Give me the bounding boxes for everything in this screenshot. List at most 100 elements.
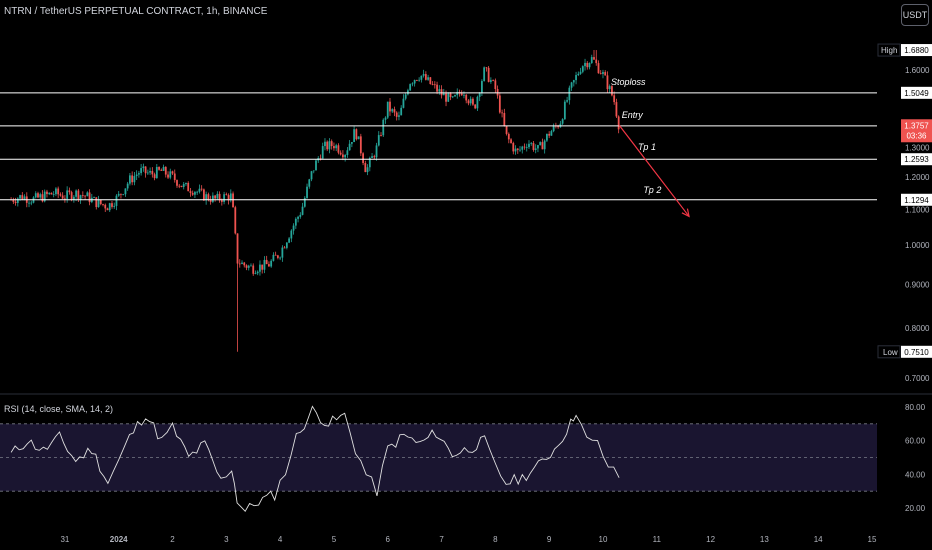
candle-body [23, 196, 26, 200]
price-tag-value: 1.5049 [904, 89, 929, 98]
candle-body [169, 171, 172, 178]
candle-body [111, 203, 113, 207]
candle-body [330, 141, 333, 147]
candle-body [449, 93, 452, 98]
level-label-entry: Entry [622, 110, 644, 120]
candle-body [519, 149, 521, 151]
time-axis[interactable]: 31 2024 2 3 4 5 6 7 8 9 10 11 12 13 14 15 [60, 535, 877, 544]
candle-body [124, 188, 127, 195]
candle-body [297, 216, 299, 219]
candle-body [149, 171, 151, 173]
price-tick-label: 0.7000 [905, 374, 930, 383]
time-tick-label: 11 [653, 535, 662, 544]
candle-body [77, 190, 80, 200]
candle-body [366, 167, 369, 173]
candle-body [131, 175, 134, 183]
candle-body [487, 67, 490, 82]
candle-body [566, 100, 568, 102]
candle-body [162, 166, 165, 171]
candle-body [16, 198, 19, 203]
projection-arrow[interactable] [618, 124, 690, 217]
rsi-line [10, 405, 620, 513]
candle-body [279, 257, 282, 259]
candle-body [528, 143, 530, 148]
candle-body [595, 59, 598, 64]
candle-body [586, 62, 589, 68]
candle-body [422, 74, 425, 76]
candle-body [429, 77, 432, 85]
candle-body [344, 154, 347, 158]
candle-body [194, 192, 196, 195]
candle-body [496, 89, 499, 96]
candle-body [398, 115, 400, 117]
candle-body [389, 101, 391, 112]
candle-body [424, 74, 427, 80]
candle-body [364, 163, 367, 173]
price-panel[interactable]: Stoploss Entry Tp 1 Tp 2 [0, 50, 932, 395]
candle-body [380, 135, 382, 136]
candle-body [155, 166, 158, 179]
candle-body [171, 171, 174, 174]
candle-body [37, 193, 39, 198]
candle-body [270, 260, 273, 267]
candle-body [236, 233, 239, 264]
candle-body [191, 192, 194, 195]
candle-body [133, 176, 136, 183]
price-tag-bg [901, 193, 932, 206]
candle-body [115, 195, 118, 206]
candle-body [12, 199, 15, 202]
candle-body [241, 262, 243, 264]
currency-button[interactable]: USDT [901, 4, 929, 26]
candle-body [178, 185, 181, 187]
rsi-tick-label: 80.00 [905, 403, 926, 412]
rsi-panel[interactable] [0, 405, 877, 513]
rsi-tick-label: 40.00 [905, 470, 926, 479]
candles [10, 50, 620, 352]
candle-body [357, 136, 360, 140]
candle-body [415, 80, 418, 81]
candle-body [95, 197, 98, 208]
candle-body [581, 66, 584, 72]
candle-body [525, 147, 528, 148]
price-tick-label: 1.1000 [905, 206, 930, 215]
candle-body [303, 197, 306, 207]
low-label: Low [883, 348, 898, 357]
candle-body [185, 182, 187, 185]
candle-body [546, 133, 548, 141]
time-tick-label: 14 [814, 535, 823, 544]
candle-body [200, 188, 203, 190]
candle-body [14, 201, 17, 203]
candle-body [261, 264, 264, 270]
candle-body [492, 80, 495, 81]
candle-body [590, 57, 593, 64]
low-marker: Low 0.7510 [877, 345, 932, 359]
candle-body [599, 73, 602, 74]
candle-body [187, 182, 190, 192]
candle-body [259, 264, 261, 272]
candle-body [198, 188, 201, 192]
candle-body [50, 192, 53, 195]
candle-body [339, 152, 342, 155]
candle-body [539, 142, 542, 146]
candle-body [310, 171, 313, 180]
candle-body [319, 158, 322, 159]
candle-body [489, 80, 492, 82]
candle-body [207, 194, 210, 200]
candle-body [342, 154, 344, 158]
candle-body [584, 62, 586, 67]
candle-body [256, 271, 259, 274]
candle-body [460, 93, 463, 96]
candle-body [346, 150, 349, 155]
candle-body [615, 102, 618, 117]
candle-body [604, 72, 607, 76]
price-tick-label: 1.2000 [905, 173, 930, 182]
time-tick-label: 2 [170, 535, 175, 544]
candle-body [324, 141, 326, 147]
candle-body [84, 195, 86, 197]
last-price-bg [901, 119, 932, 143]
price-axis[interactable]: 1.50491.37741.25931.12941.60001.30001.20… [877, 43, 932, 513]
candle-body [427, 77, 429, 80]
candle-body [292, 225, 295, 231]
